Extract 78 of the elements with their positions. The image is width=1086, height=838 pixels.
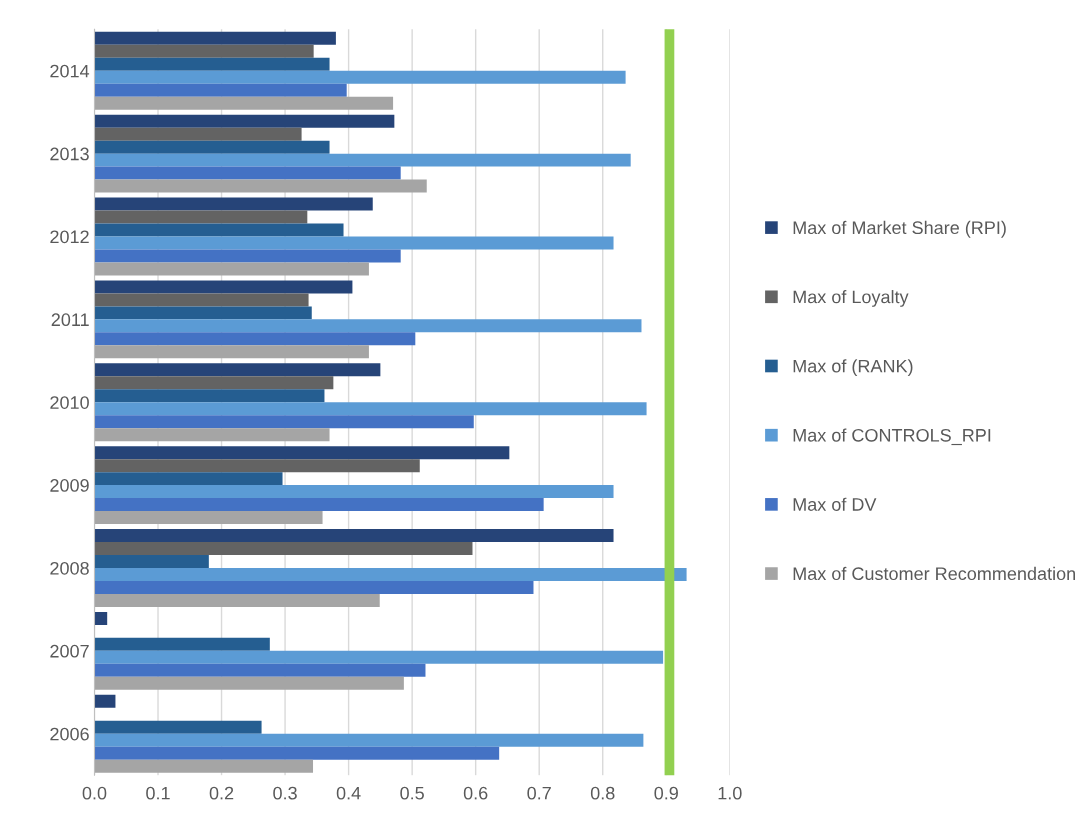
legend-label: Max of DV — [793, 497, 877, 511]
bar — [94, 345, 369, 359]
x-tick-label: 0.4 — [336, 786, 361, 800]
bar — [94, 140, 330, 154]
x-tick-label: 0.7 — [527, 786, 551, 800]
bar — [94, 567, 687, 581]
bar — [94, 472, 283, 486]
bar — [94, 57, 330, 71]
bar — [94, 127, 302, 141]
x-tick-label: 0.8 — [590, 786, 615, 800]
bar — [94, 593, 380, 607]
bar — [94, 415, 474, 429]
y-tick-label: 2010 — [50, 396, 89, 409]
bar — [94, 498, 544, 512]
bar — [94, 319, 642, 333]
bar — [94, 223, 344, 237]
x-tick-label: 0.0 — [82, 786, 107, 800]
x-tick-label: 1.0 — [718, 786, 742, 800]
bar — [94, 428, 330, 442]
bar — [94, 402, 647, 416]
bar — [94, 70, 626, 84]
bar — [94, 554, 209, 568]
legend-label: Max of Loyalty — [793, 290, 909, 307]
y-tick-label: 2008 — [50, 561, 89, 575]
bar — [94, 650, 664, 664]
legend-label: Max of (RANK) — [793, 359, 913, 377]
y-tick-label: 2011 — [51, 313, 89, 327]
x-tick-label: 0.1 — [146, 786, 170, 800]
legend-label: Max of CONTROLS_RPI — [793, 428, 991, 446]
y-tick-label: 2007 — [50, 644, 89, 658]
bar — [94, 542, 473, 555]
x-tick-label: 0.9 — [654, 786, 678, 800]
bar — [94, 676, 404, 690]
bar — [94, 332, 416, 346]
bar — [94, 746, 500, 760]
legend-label: Max of Customer Recommendation — [793, 566, 1075, 581]
legend-label: Max of Market Share (RPI) — [793, 220, 1006, 238]
bar — [94, 306, 312, 320]
y-tick-label: 2013 — [50, 147, 89, 161]
y-tick-label: 2009 — [50, 479, 89, 492]
x-tick-label: 0.5 — [400, 786, 424, 800]
y-tick-label: 2012 — [50, 230, 89, 244]
bar — [94, 197, 373, 211]
bar — [94, 262, 369, 276]
bar — [94, 236, 614, 250]
bar — [94, 96, 394, 110]
bar — [94, 529, 614, 543]
bar — [94, 293, 309, 307]
bar — [94, 363, 381, 377]
bar — [94, 720, 262, 734]
bar — [94, 83, 347, 97]
bar — [94, 31, 336, 45]
bar — [94, 44, 314, 58]
bar — [94, 280, 353, 294]
bar — [94, 611, 108, 625]
bar — [94, 376, 334, 390]
bar — [94, 485, 614, 499]
bar — [94, 663, 426, 677]
y-tick-label: 2006 — [50, 727, 89, 741]
bar — [94, 179, 427, 193]
x-tick-label: 0.6 — [463, 786, 488, 800]
bar — [94, 694, 116, 708]
bar — [94, 166, 401, 180]
bar — [94, 637, 270, 651]
y-tick-label: 2014 — [50, 64, 90, 78]
bar — [94, 210, 308, 224]
bar — [94, 580, 534, 594]
bar — [94, 733, 644, 747]
bar — [94, 114, 395, 128]
x-tick-label: 0.2 — [209, 786, 234, 800]
bar — [94, 459, 420, 473]
bar — [94, 446, 510, 460]
x-tick-label: 0.3 — [273, 786, 297, 800]
bar — [94, 153, 631, 167]
bar — [94, 389, 325, 403]
bar — [94, 759, 314, 773]
bar — [94, 511, 323, 525]
bar — [94, 249, 401, 263]
